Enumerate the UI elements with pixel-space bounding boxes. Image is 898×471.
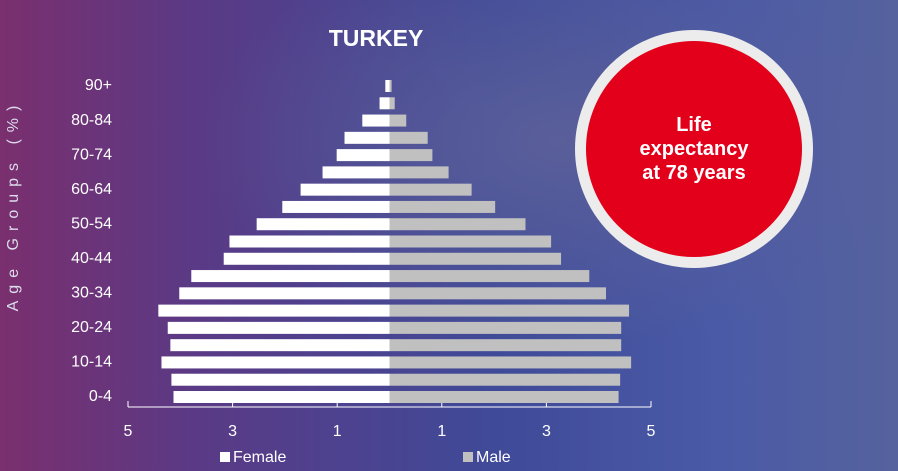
bar xyxy=(170,339,389,351)
bar xyxy=(390,374,621,386)
bar xyxy=(390,201,496,213)
bar xyxy=(390,236,552,248)
y-tick-label: 0-4 xyxy=(89,388,112,405)
y-tick-label: 10-14 xyxy=(71,354,112,371)
bar xyxy=(390,305,630,317)
bar xyxy=(345,132,390,144)
bar xyxy=(390,80,392,92)
bar xyxy=(390,287,607,299)
bar xyxy=(390,356,632,368)
x-tick-label: 5 xyxy=(124,423,133,440)
bar xyxy=(161,356,389,368)
y-tick-label: 90+ xyxy=(85,77,112,94)
legend-label: Male xyxy=(476,449,511,466)
bar xyxy=(390,149,433,161)
y-tick-label: 40-44 xyxy=(71,250,112,267)
plot: TURKEY Age Groups (%) 5 3 1 1 3 5 0-4 10-14 20-2… xyxy=(0,0,898,471)
chart-title: TURKEY xyxy=(329,25,424,51)
bar xyxy=(362,115,389,127)
y-tick-label: 50-54 xyxy=(71,215,112,232)
bar xyxy=(171,374,389,386)
y-tick-label: 30-34 xyxy=(71,285,112,302)
bar xyxy=(390,97,395,109)
bar xyxy=(385,80,389,92)
bar xyxy=(179,287,389,299)
bar xyxy=(390,322,622,334)
x-tick-label: 1 xyxy=(333,423,342,440)
bar xyxy=(257,218,390,230)
legend-swatch xyxy=(463,452,473,462)
bar xyxy=(174,391,390,403)
x-tick-label: 3 xyxy=(228,423,237,440)
bar xyxy=(301,184,390,196)
y-tick-label: 60-64 xyxy=(71,181,112,198)
x-tick-label: 3 xyxy=(542,423,551,440)
bar xyxy=(390,218,526,230)
y-axis-title: Age Groups (%) xyxy=(5,99,22,312)
bar xyxy=(191,270,389,282)
y-tick-label: 80-84 xyxy=(71,112,112,129)
bar xyxy=(323,166,390,178)
y-tick-label: 70-74 xyxy=(71,146,112,163)
bar xyxy=(229,236,389,248)
x-tick-label: 5 xyxy=(647,423,656,440)
legend-label: Female xyxy=(233,449,286,466)
bar xyxy=(282,201,389,213)
bar xyxy=(390,391,619,403)
bar xyxy=(168,322,390,334)
bar xyxy=(390,253,562,265)
bar xyxy=(390,270,590,282)
bar xyxy=(390,132,428,144)
bar xyxy=(390,339,622,351)
bar xyxy=(158,305,389,317)
x-tick-label: 1 xyxy=(437,423,446,440)
chart: Life expectancy at 78 years TURKEY Age G… xyxy=(0,0,898,471)
bar xyxy=(390,166,449,178)
y-tick-label: 20-24 xyxy=(71,319,112,336)
bar xyxy=(380,97,390,109)
bar xyxy=(390,115,407,127)
bar xyxy=(337,149,390,161)
bar xyxy=(390,184,472,196)
bar xyxy=(224,253,390,265)
legend-swatch xyxy=(220,452,230,462)
